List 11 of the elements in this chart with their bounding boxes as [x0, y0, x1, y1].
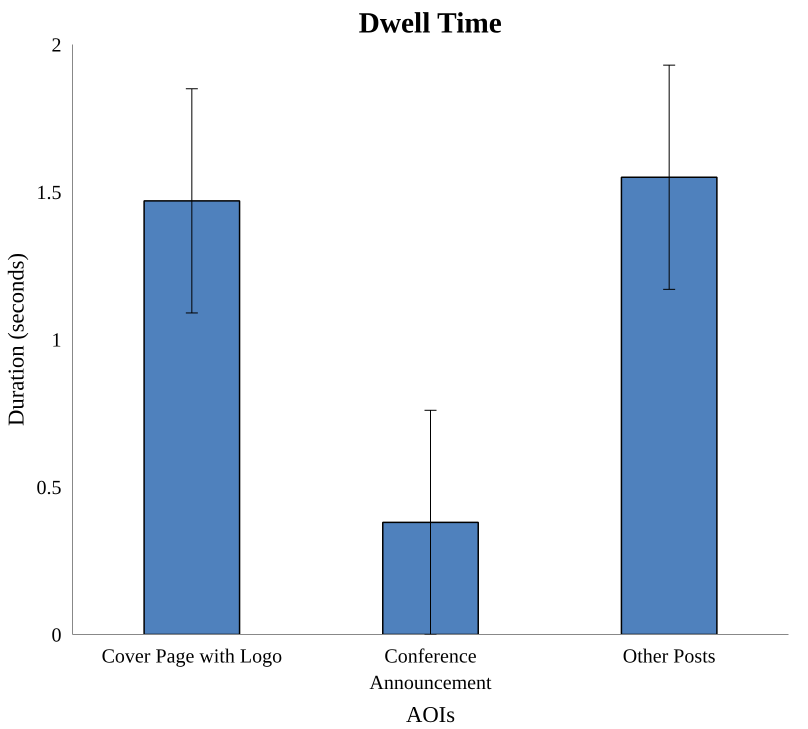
y-tick-label: 0 — [52, 624, 62, 646]
y-tick-label: 0.5 — [36, 477, 62, 499]
x-tick-label: Conference Announcement — [369, 646, 492, 694]
x-axis-title: AOIs — [406, 702, 456, 727]
x-tick-label: Cover Page with Logo — [102, 646, 282, 668]
y-tick-label: 1.5 — [36, 182, 62, 204]
y-tick-label: 2 — [52, 34, 62, 56]
x-tick-label: Other Posts — [622, 646, 716, 668]
y-tick-label: 1 — [52, 330, 62, 352]
chart-title: Dwell Time — [358, 8, 502, 40]
y-axis-title: Duration (seconds) — [4, 252, 28, 426]
